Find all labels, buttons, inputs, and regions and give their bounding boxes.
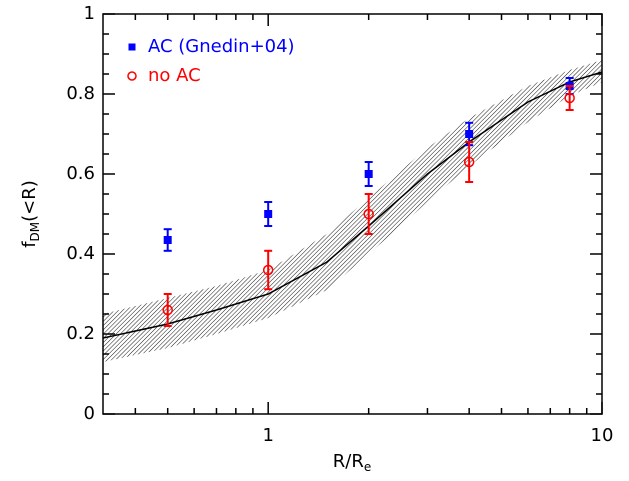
point xyxy=(364,170,373,178)
error-bar xyxy=(565,85,574,111)
y-tick-label: 0.8 xyxy=(66,83,95,104)
y-axis-label: fDM(<R) xyxy=(19,180,42,248)
point xyxy=(162,304,173,316)
point xyxy=(163,236,172,244)
error-bar xyxy=(465,141,474,183)
y-tick-label: 0.2 xyxy=(66,323,95,344)
point xyxy=(262,264,274,276)
y-tick-label: 0.4 xyxy=(66,243,95,264)
error-bar xyxy=(163,293,172,327)
legend-item: AC (Gnedin+04) xyxy=(128,36,295,57)
point xyxy=(465,130,474,138)
legend-marker xyxy=(128,43,136,51)
legend-item: no AC xyxy=(127,65,201,86)
error-bar xyxy=(364,193,373,235)
point xyxy=(463,156,475,168)
model-band xyxy=(103,60,602,362)
plot-area xyxy=(103,60,602,362)
point xyxy=(564,92,575,104)
x-tick-label: 1 xyxy=(262,425,273,446)
point xyxy=(264,210,273,218)
x-tick-label: 10 xyxy=(591,425,614,446)
x-axis-label: R/Re xyxy=(333,451,371,474)
y-tick-label: 0 xyxy=(84,403,95,424)
point xyxy=(363,208,374,220)
y-tick-label: 1 xyxy=(84,3,95,24)
legend-label: AC (Gnedin+04) xyxy=(148,36,295,57)
legend-label: no AC xyxy=(148,65,201,86)
legend-marker xyxy=(127,71,137,81)
y-tick-label: 0.6 xyxy=(66,163,95,184)
error-bar xyxy=(264,249,273,291)
